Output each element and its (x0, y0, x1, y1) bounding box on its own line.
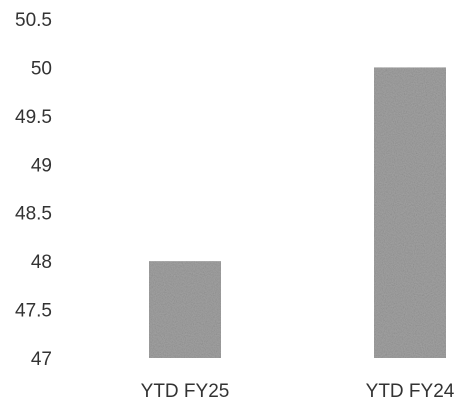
x-axis-category-labels: YTD FY25 YTD FY24 (141, 381, 455, 402)
y-tick-label: 48 (31, 252, 52, 273)
y-tick-label: 47 (31, 349, 52, 370)
bars-group (149, 67, 446, 358)
y-tick-label: 49.5 (15, 107, 52, 128)
x-category-label: YTD FY25 (141, 381, 230, 402)
y-tick-label: 47.5 (15, 301, 52, 322)
y-tick-label: 49 (31, 155, 52, 176)
y-tick-label: 50.5 (15, 10, 52, 31)
y-tick-label: 50 (31, 58, 52, 79)
x-category-label: YTD FY24 (366, 381, 455, 402)
bar-ytd-fy25 (149, 261, 221, 358)
y-tick-label: 48.5 (15, 204, 52, 225)
bar-ytd-fy24 (374, 67, 446, 358)
y-axis-tick-labels: 50.5 50 49.5 49 48.5 48 47.5 47 (15, 10, 52, 370)
